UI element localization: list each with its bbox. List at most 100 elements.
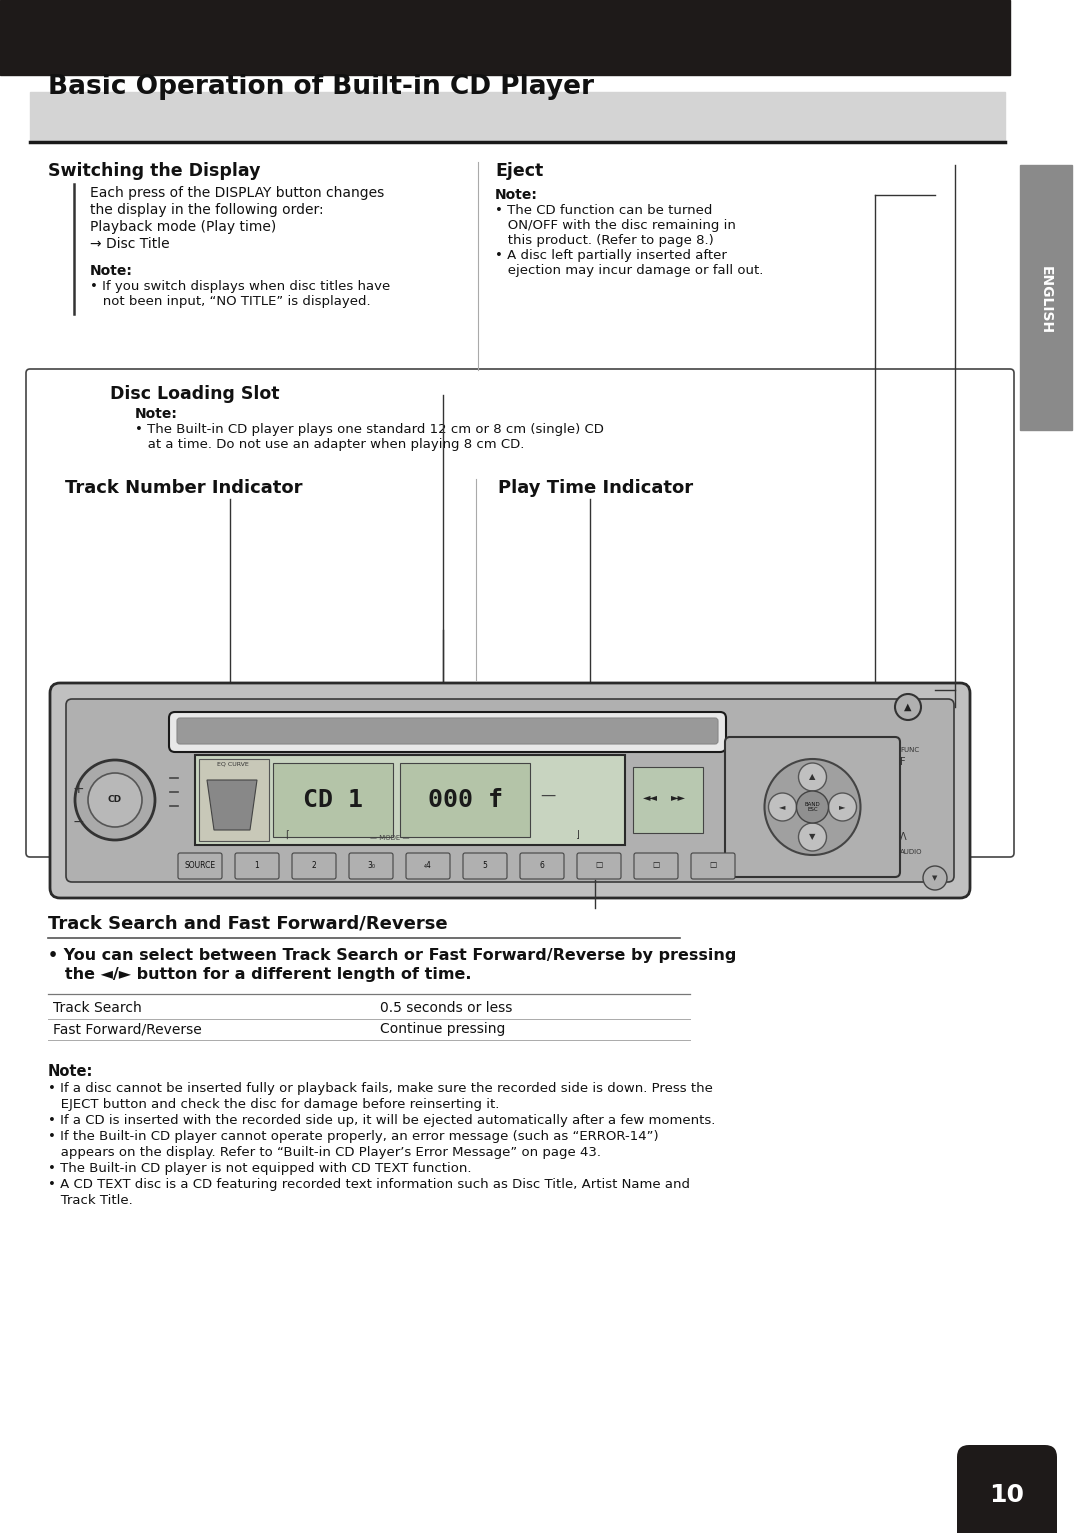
Bar — [195, 754, 625, 845]
FancyBboxPatch shape — [406, 852, 450, 878]
Text: the display in the following order:: the display in the following order: — [90, 202, 324, 218]
Text: SOURCE: SOURCE — [185, 860, 216, 869]
Text: ₄4: ₄4 — [424, 860, 432, 869]
Circle shape — [828, 793, 856, 822]
Text: • You can select between Track Search or Fast Forward/Reverse by pressing: • You can select between Track Search or… — [48, 947, 737, 963]
Circle shape — [923, 866, 947, 891]
Text: Basic Operation of Built-in CD Player: Basic Operation of Built-in CD Player — [48, 74, 594, 100]
Text: ▲: ▲ — [809, 773, 815, 782]
Text: Eject: Eject — [495, 162, 543, 179]
FancyBboxPatch shape — [66, 699, 954, 881]
Text: ejection may incur damage or fall out.: ejection may incur damage or fall out. — [495, 264, 764, 277]
Text: → Disc Title: → Disc Title — [90, 238, 170, 251]
Text: Track Search and Fast Forward/Reverse: Track Search and Fast Forward/Reverse — [48, 915, 447, 934]
Text: ▲: ▲ — [904, 702, 912, 711]
Text: not been input, “NO TITLE” is displayed.: not been input, “NO TITLE” is displayed. — [90, 294, 370, 308]
FancyBboxPatch shape — [577, 852, 621, 878]
Bar — [0, 0, 1010, 75]
Text: ⌋: ⌋ — [575, 829, 579, 840]
Text: EJECT button and check the disc for damage before reinserting it.: EJECT button and check the disc for dama… — [48, 1098, 499, 1111]
Text: • The Built-in CD player is not equipped with CD TEXT function.: • The Built-in CD player is not equipped… — [48, 1162, 472, 1174]
Bar — [273, 763, 393, 837]
Text: Track Search: Track Search — [53, 1001, 141, 1015]
Text: +: + — [73, 782, 84, 796]
Text: • If the Built-in CD player cannot operate properly, an error message (such as “: • If the Built-in CD player cannot opera… — [48, 1130, 659, 1144]
Text: Fast Forward/Reverse: Fast Forward/Reverse — [53, 1023, 202, 1036]
Text: appears on the display. Refer to “Built-in CD Player’s Error Message” on page 43: appears on the display. Refer to “Built-… — [48, 1147, 600, 1159]
Text: Track Title.: Track Title. — [48, 1194, 133, 1206]
FancyBboxPatch shape — [178, 852, 222, 878]
Text: Each press of the DISPLAY button changes: Each press of the DISPLAY button changes — [90, 185, 384, 199]
FancyBboxPatch shape — [725, 737, 900, 877]
Text: 000 f: 000 f — [428, 788, 502, 812]
Text: the ◄/► button for a different length of time.: the ◄/► button for a different length of… — [48, 967, 472, 983]
Text: ⌈: ⌈ — [285, 829, 288, 840]
Text: ►►: ►► — [671, 793, 686, 802]
Text: □: □ — [710, 860, 717, 869]
Text: 1: 1 — [255, 860, 259, 869]
Text: Note:: Note: — [135, 406, 178, 422]
Text: BAND
ESC: BAND ESC — [805, 802, 821, 812]
Text: • If a CD is inserted with the recorded side up, it will be ejected automaticall: • If a CD is inserted with the recorded … — [48, 1114, 715, 1127]
Text: —: — — [540, 788, 555, 802]
Text: Disc Loading Slot: Disc Loading Slot — [110, 385, 280, 403]
FancyBboxPatch shape — [634, 852, 678, 878]
Text: □: □ — [652, 860, 660, 869]
Text: ▼: ▼ — [932, 875, 937, 881]
Bar — [199, 759, 269, 842]
Text: ►: ► — [839, 802, 846, 811]
Text: 0.5 seconds or less: 0.5 seconds or less — [380, 1001, 512, 1015]
Circle shape — [895, 694, 921, 721]
Text: ◄: ◄ — [780, 802, 786, 811]
Circle shape — [75, 760, 156, 840]
Text: at a time. Do not use an adapter when playing 8 cm CD.: at a time. Do not use an adapter when pl… — [135, 438, 525, 451]
Text: Playback mode (Play time): Playback mode (Play time) — [90, 221, 276, 235]
Text: 3₀: 3₀ — [367, 860, 375, 869]
Bar — [1020, 166, 1072, 429]
FancyBboxPatch shape — [349, 852, 393, 878]
Text: ◄◄: ◄◄ — [643, 793, 658, 802]
FancyBboxPatch shape — [168, 711, 726, 753]
FancyBboxPatch shape — [463, 852, 507, 878]
Polygon shape — [207, 780, 257, 829]
Circle shape — [797, 791, 828, 823]
Text: this product. (Refer to page 8.): this product. (Refer to page 8.) — [495, 235, 714, 247]
Text: Switching the Display: Switching the Display — [48, 162, 260, 179]
Text: • A CD TEXT disc is a CD featuring recorded text information such as Disc Title,: • A CD TEXT disc is a CD featuring recor… — [48, 1177, 690, 1191]
Text: F: F — [900, 757, 906, 766]
Text: Play Time Indicator: Play Time Indicator — [498, 478, 693, 497]
Text: ON/OFF with the disc remaining in: ON/OFF with the disc remaining in — [495, 219, 735, 231]
Text: FUNC: FUNC — [900, 747, 919, 753]
Text: • If you switch displays when disc titles have: • If you switch displays when disc title… — [90, 281, 390, 293]
FancyBboxPatch shape — [26, 369, 1014, 857]
Text: ENGLISH: ENGLISH — [1039, 265, 1053, 334]
FancyBboxPatch shape — [292, 852, 336, 878]
Text: □: □ — [595, 860, 603, 869]
Circle shape — [798, 823, 826, 851]
Text: • The CD function can be turned: • The CD function can be turned — [495, 204, 713, 218]
Text: Note:: Note: — [90, 264, 133, 277]
FancyBboxPatch shape — [519, 852, 564, 878]
Circle shape — [798, 763, 826, 791]
Text: Note:: Note: — [495, 189, 538, 202]
Text: • A disc left partially inserted after: • A disc left partially inserted after — [495, 248, 727, 262]
Text: CD 1: CD 1 — [303, 788, 363, 812]
Text: • The Built-in CD player plays one standard 12 cm or 8 cm (single) CD: • The Built-in CD player plays one stand… — [135, 423, 604, 435]
Text: • If a disc cannot be inserted fully or playback fails, make sure the recorded s: • If a disc cannot be inserted fully or … — [48, 1082, 713, 1095]
Text: Note:: Note: — [48, 1064, 93, 1079]
FancyBboxPatch shape — [177, 717, 718, 744]
Text: 6: 6 — [540, 860, 544, 869]
Bar — [400, 763, 530, 837]
Circle shape — [87, 773, 141, 826]
Text: Λ: Λ — [900, 832, 906, 842]
Text: Track Number Indicator: Track Number Indicator — [65, 478, 302, 497]
FancyBboxPatch shape — [50, 684, 970, 898]
Text: CD: CD — [108, 796, 122, 805]
Bar — [633, 766, 703, 832]
Text: −: − — [73, 816, 84, 829]
FancyBboxPatch shape — [235, 852, 279, 878]
FancyBboxPatch shape — [957, 1446, 1057, 1533]
Circle shape — [769, 793, 797, 822]
Text: 10: 10 — [989, 1482, 1025, 1507]
Text: — MODE —: — MODE — — [370, 835, 409, 842]
